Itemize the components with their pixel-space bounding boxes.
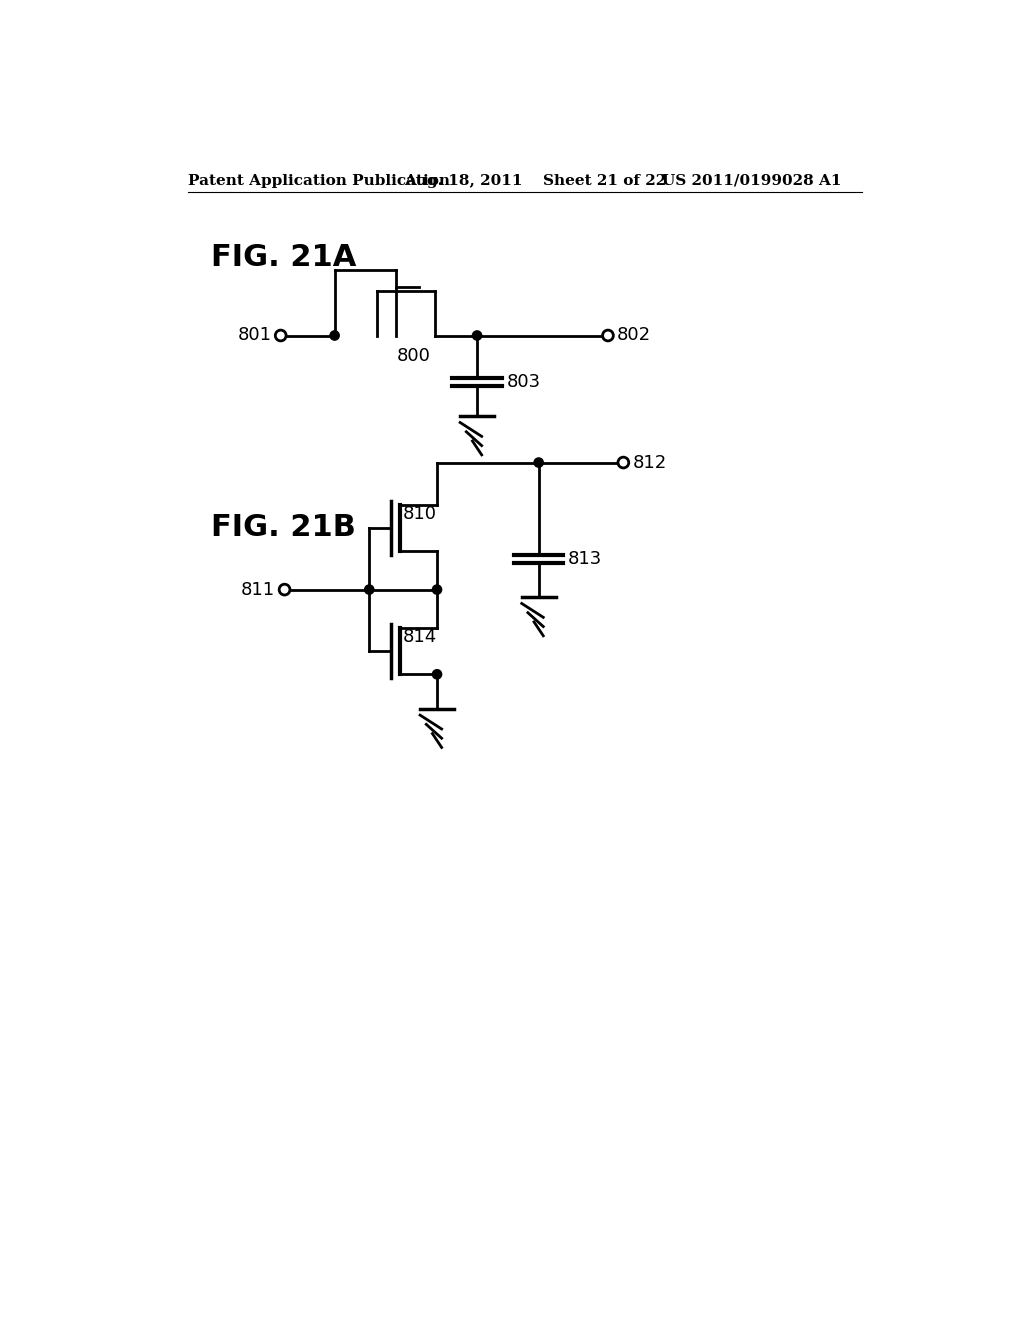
Circle shape <box>535 458 544 467</box>
Text: Aug. 18, 2011: Aug. 18, 2011 <box>403 174 522 187</box>
Text: 814: 814 <box>402 628 436 647</box>
Text: 801: 801 <box>238 326 271 345</box>
Text: FIG. 21B: FIG. 21B <box>211 512 356 541</box>
Text: 810: 810 <box>402 506 436 523</box>
Circle shape <box>432 585 441 594</box>
Circle shape <box>617 457 629 469</box>
Text: 811: 811 <box>242 581 275 598</box>
Text: 813: 813 <box>568 550 602 568</box>
Text: Patent Application Publication: Patent Application Publication <box>188 174 451 187</box>
Circle shape <box>472 331 481 341</box>
Circle shape <box>432 669 441 678</box>
Text: 803: 803 <box>506 372 541 391</box>
Circle shape <box>365 585 374 594</box>
Text: 800: 800 <box>396 347 430 366</box>
Text: FIG. 21A: FIG. 21A <box>211 243 356 272</box>
Circle shape <box>275 330 286 341</box>
Circle shape <box>602 330 613 341</box>
Text: 812: 812 <box>633 454 667 471</box>
Text: US 2011/0199028 A1: US 2011/0199028 A1 <box>662 174 842 187</box>
Text: 802: 802 <box>617 326 651 345</box>
Text: Sheet 21 of 22: Sheet 21 of 22 <box>543 174 666 187</box>
Circle shape <box>280 585 290 595</box>
Circle shape <box>330 331 339 341</box>
